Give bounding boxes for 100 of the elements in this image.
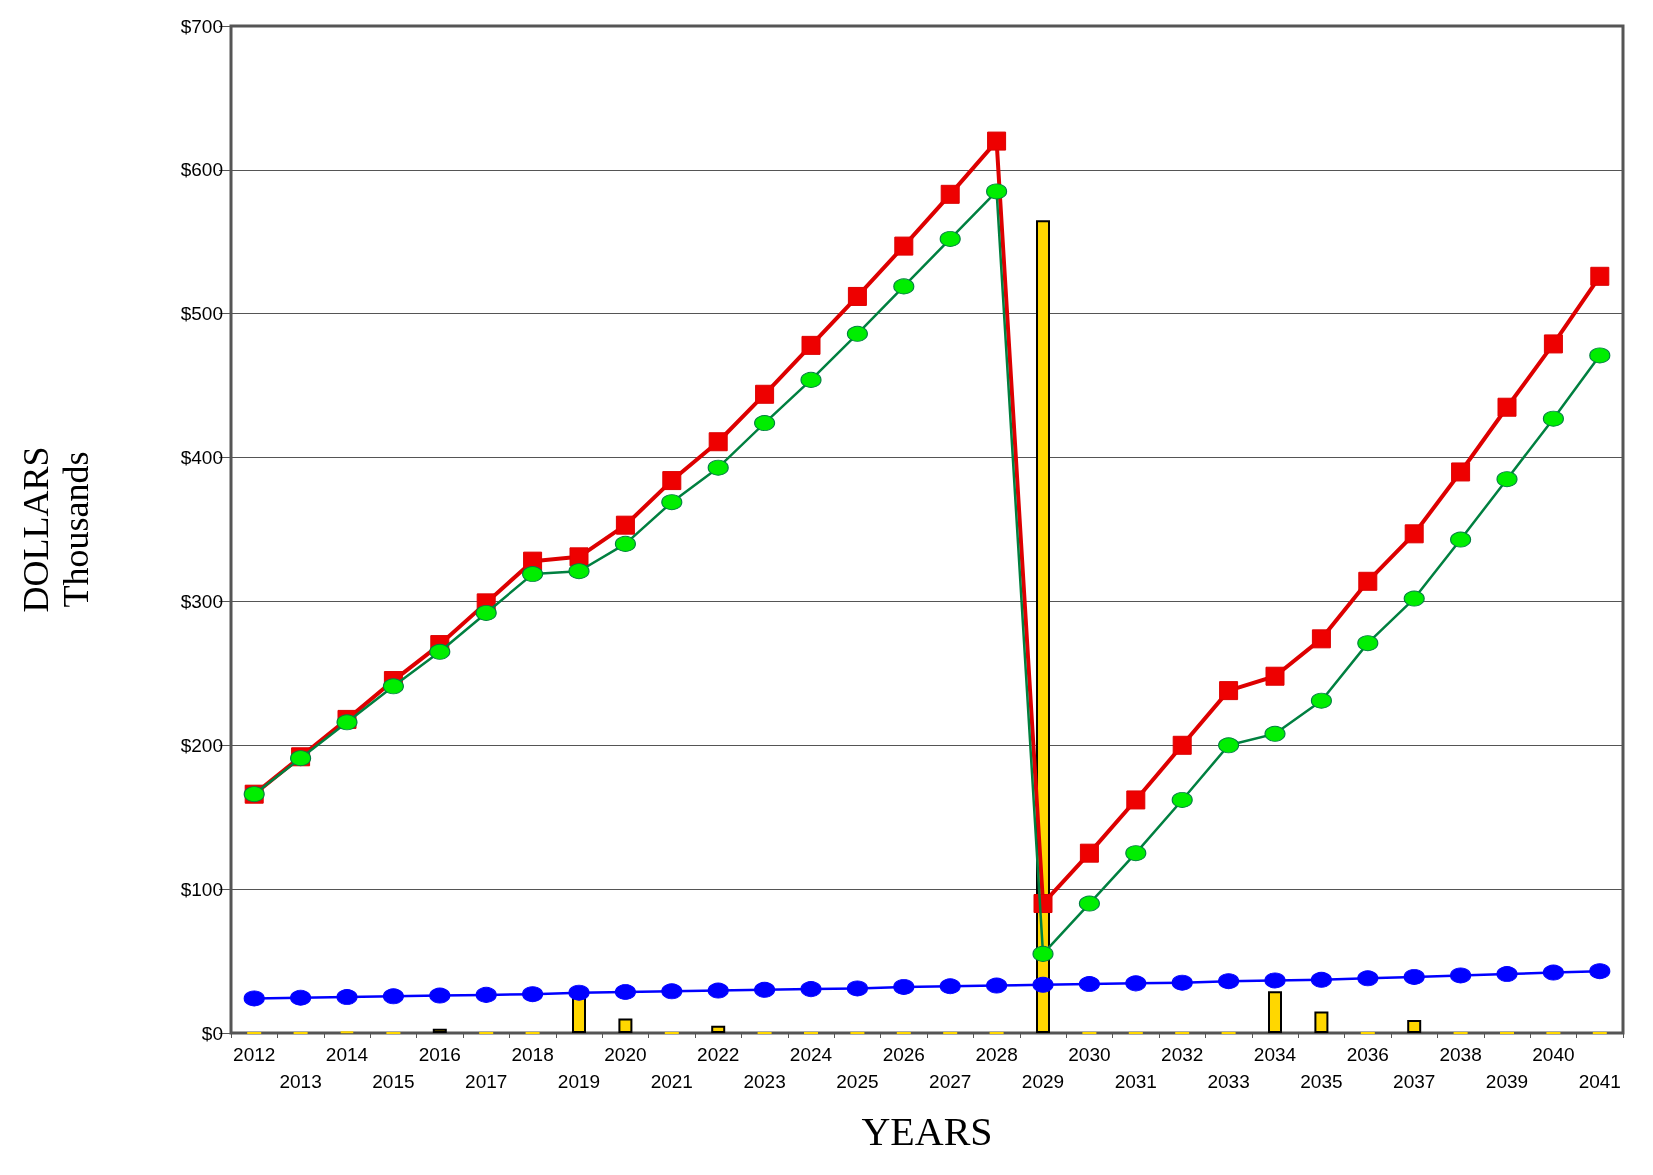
point (939, 978, 961, 995)
point (893, 278, 915, 295)
point (1218, 737, 1240, 754)
point (1450, 967, 1472, 984)
x-tick-label: 2021 (650, 1071, 693, 1092)
point (986, 977, 1008, 994)
x-tick-label: 2041 (1578, 1071, 1621, 1092)
x-tick-label: 2018 (511, 1044, 554, 1065)
x-tick-label: 2029 (1021, 1071, 1065, 1092)
y-tick-label: $300 (180, 590, 223, 612)
point (1543, 334, 1563, 354)
x-tick-label: 2025 (836, 1071, 879, 1092)
point (475, 986, 497, 1003)
point (1171, 974, 1193, 991)
point (568, 563, 590, 580)
bar (618, 1018, 633, 1033)
point (800, 371, 822, 388)
x-tick-label: 2027 (929, 1071, 972, 1092)
point (847, 286, 867, 306)
x-tick-label: 2033 (1207, 1071, 1250, 1092)
point (986, 183, 1008, 200)
bar (711, 1025, 726, 1033)
point (801, 335, 821, 355)
point (522, 566, 544, 583)
point (1171, 791, 1193, 808)
point (987, 131, 1007, 151)
point (336, 989, 358, 1006)
point (940, 184, 960, 204)
point (1078, 976, 1100, 993)
point (1403, 968, 1425, 985)
x-tick-label: 2030 (1068, 1044, 1111, 1065)
point (1310, 692, 1332, 709)
bar (1407, 1020, 1422, 1033)
point (1218, 973, 1240, 990)
point (1542, 410, 1564, 427)
point (1265, 666, 1285, 686)
x-tick-label: 2040 (1532, 1044, 1575, 1065)
x-tick-label: 2020 (604, 1044, 647, 1065)
point (614, 984, 636, 1000)
y-tick-label: $0 (201, 1022, 223, 1044)
point (429, 987, 451, 1004)
y-tick-label: $400 (180, 447, 223, 469)
point (1126, 790, 1146, 810)
x-tick-label: 2039 (1485, 1071, 1529, 1092)
point (1542, 964, 1564, 981)
point (522, 986, 544, 1003)
point (1172, 735, 1192, 755)
y-tick-label: $500 (180, 303, 223, 325)
point (1357, 970, 1379, 987)
x-tick-label: 2032 (1161, 1044, 1204, 1065)
x-tick-label: 2036 (1346, 1044, 1389, 1065)
point (568, 984, 590, 1001)
point (1404, 524, 1424, 544)
point (336, 714, 358, 731)
point (1125, 845, 1147, 862)
point (1219, 681, 1239, 701)
point (615, 515, 635, 535)
point (1357, 635, 1379, 652)
x-tick-label: 2037 (1393, 1071, 1436, 1092)
point (1403, 590, 1425, 607)
x-tick-label: 2022 (697, 1044, 740, 1065)
y-tick-label: $200 (180, 734, 223, 756)
point (662, 471, 682, 491)
point (1032, 945, 1054, 962)
x-tick-label: 2038 (1439, 1044, 1482, 1065)
point (1496, 471, 1518, 488)
point (894, 236, 914, 256)
point (755, 384, 775, 404)
x-tick-label: 2034 (1253, 1044, 1297, 1065)
x-tick-label: 2015 (372, 1071, 415, 1092)
point (1125, 975, 1147, 992)
x-tick-label: 2012 (233, 1044, 276, 1065)
point (846, 980, 868, 997)
point (382, 988, 404, 1005)
x-tick-label: 2023 (743, 1071, 786, 1092)
point (1589, 963, 1611, 980)
x-tick-label: 2016 (418, 1044, 461, 1065)
point (1496, 966, 1518, 983)
x-tick-label: 2035 (1300, 1071, 1343, 1092)
y-axis-title: DOLLARS Thousands (16, 446, 96, 613)
bar (1314, 1011, 1329, 1033)
x-tick-label: 2024 (789, 1044, 833, 1065)
point (1078, 895, 1100, 912)
point (939, 230, 961, 247)
point (754, 415, 776, 432)
point (707, 982, 729, 999)
point (846, 325, 868, 342)
point (707, 459, 729, 476)
point (893, 978, 915, 995)
point (1589, 347, 1611, 364)
point (1497, 397, 1517, 417)
point (1358, 571, 1378, 591)
x-axis-title: YEARS (861, 1108, 993, 1154)
point (1264, 725, 1286, 742)
x-tick-label: 2017 (465, 1071, 508, 1092)
x-tick-label: 2031 (1114, 1071, 1157, 1092)
point (800, 981, 822, 998)
point (1311, 629, 1331, 649)
point (708, 432, 728, 452)
point (243, 990, 265, 1007)
